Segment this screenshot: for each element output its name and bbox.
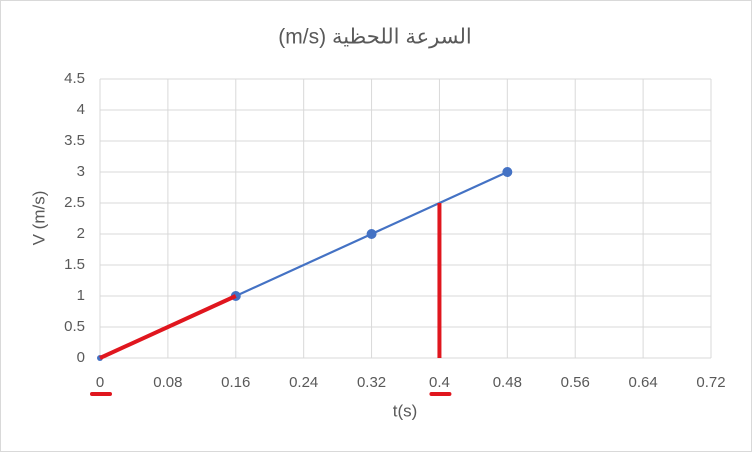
y-tick-label: 1 <box>77 287 85 304</box>
y-tick-label: 3.5 <box>64 132 85 149</box>
y-tick-label: 2 <box>77 225 85 242</box>
y-tick-label: 3 <box>77 163 85 180</box>
x-axis-label: t(s) <box>393 401 418 420</box>
y-tick-label: 1.5 <box>64 256 85 273</box>
y-tick-label: 4.5 <box>64 70 85 87</box>
y-tick-label: 4 <box>77 101 85 118</box>
x-tick-label: 0.32 <box>357 374 386 391</box>
x-tick-label: 0.56 <box>561 374 590 391</box>
y-axis-label: V (m/s) <box>29 191 48 246</box>
y-tick-label: 2.5 <box>64 194 85 211</box>
x-tick-label: 0.4 <box>429 374 450 391</box>
highlight-line <box>99 294 237 360</box>
data-point <box>502 167 513 177</box>
x-tick-label: 0.24 <box>289 374 318 391</box>
y-tick-label: 0 <box>77 349 85 366</box>
x-tick-label: 0.48 <box>493 374 522 391</box>
x-tick-label: 0.08 <box>153 374 182 391</box>
y-tick-label: 0.5 <box>64 318 85 335</box>
chart-title: السرعة اللحظية (m/s) <box>278 26 471 49</box>
x-tick-label: 0.16 <box>221 374 250 391</box>
x-tick-label: 0.64 <box>629 374 658 391</box>
data-point <box>366 229 377 239</box>
x-tick-label: 0.72 <box>696 374 725 391</box>
x-tick-label: 0 <box>96 374 104 391</box>
